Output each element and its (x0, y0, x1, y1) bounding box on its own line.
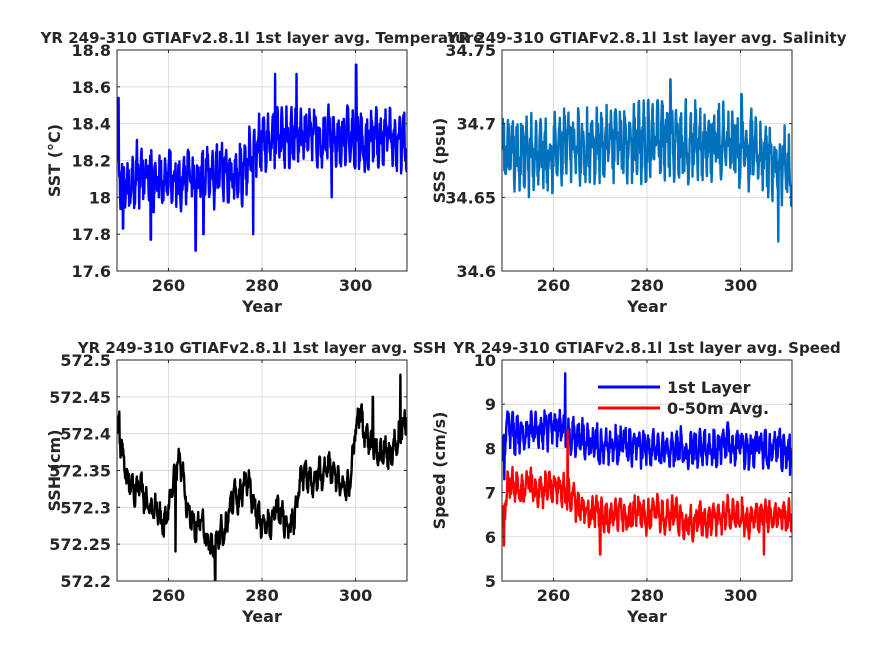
y-tick-label: 572.5 (60, 351, 111, 370)
y-tick-label: 18.6 (72, 78, 111, 97)
chart-title: YR 249-310 GTIAFv2.8.1l 1st layer avg. S… (447, 29, 847, 47)
legend-label: 0-50m Avg. (667, 399, 769, 418)
y-tick-label: 34.6 (457, 262, 496, 281)
y-axis-label: Speed (cm/s) (430, 412, 449, 530)
x-tick-label: 300 (339, 586, 372, 605)
y-axis-label: SSS (psu) (430, 118, 449, 204)
x-tick-label: 260 (537, 276, 570, 295)
y-tick-label: 18.8 (72, 41, 111, 60)
series-line-1 (502, 78, 792, 243)
y-tick-label: 17.6 (72, 262, 111, 281)
y-tick-label: 18.4 (72, 115, 111, 134)
subplot-1: 260 280 300 17.6 17.8 18 18.2 18.4 18.6 18.8 Year S… (40, 29, 484, 316)
legend: 1st Layer 0-50m Avg. (598, 378, 769, 418)
y-tick-label: 18.2 (72, 152, 111, 171)
y-tick-label: 572.45 (49, 388, 111, 407)
x-tick-label: 280 (630, 276, 663, 295)
y-tick-label: 34.75 (445, 41, 496, 60)
y-axis-label: SST (°C) (45, 124, 64, 197)
y-tick-label: 572.3 (60, 498, 111, 517)
y-tick-label: 9 (485, 395, 496, 414)
y-tick-label: 6 (485, 528, 496, 547)
x-tick-label: 280 (245, 586, 278, 605)
chart-title: YR 249-310 GTIAFv2.8.1l 1st layer avg. S… (452, 339, 841, 357)
x-axis-label: Year (626, 297, 667, 316)
x-tick-label: 260 (152, 586, 185, 605)
y-tick-label: 572.2 (60, 572, 111, 591)
x-tick-label: 260 (152, 276, 185, 295)
x-tick-label: 280 (630, 586, 663, 605)
y-axis-label: SSH (cm) (45, 429, 64, 511)
y-tick-label: 17.8 (72, 225, 111, 244)
y-tick-label: 10 (474, 351, 496, 370)
x-tick-label: 300 (339, 276, 372, 295)
y-tick-label: 18 (89, 188, 111, 207)
x-tick-label: 300 (724, 586, 757, 605)
y-tick-label: 572.25 (49, 535, 111, 554)
x-axis-label: Year (626, 607, 667, 626)
series-line-1 (117, 373, 407, 581)
series-line-2 (502, 429, 792, 556)
x-tick-label: 280 (245, 276, 278, 295)
y-tick-label: 34.65 (445, 188, 496, 207)
subplot-2: 260 280 300 34.6 34.65 34.7 34.75 Year SSS (psu)… (430, 29, 847, 316)
x-axis-label: Year (241, 297, 282, 316)
chart-title: YR 249-310 GTIAFv2.8.1l 1st layer avg. T… (40, 29, 484, 47)
y-tick-label: 572.4 (60, 425, 111, 444)
y-tick-label: 34.7 (457, 115, 496, 134)
y-tick-label: 5 (485, 572, 496, 591)
x-tick-label: 300 (724, 276, 757, 295)
series-line-1 (117, 63, 407, 252)
series-line-1 (502, 372, 792, 481)
chart-title: YR 249-310 GTIAFv2.8.1l 1st layer avg. S… (77, 339, 446, 357)
x-tick-label: 260 (537, 586, 570, 605)
y-tick-label: 572.35 (49, 462, 111, 481)
subplot-4: 260 280 300 5 6 7 8 9 10 Year Speed (cm/s) YR 249-3… (430, 339, 841, 626)
legend-label: 1st Layer (667, 378, 751, 397)
x-axis-label: Year (241, 607, 282, 626)
subplot-3: 260 280 300 572.2 572.25 572.3 572.35 572.4 572.… (45, 339, 446, 626)
y-tick-label: 7 (485, 484, 496, 503)
y-tick-label: 8 (485, 439, 496, 458)
